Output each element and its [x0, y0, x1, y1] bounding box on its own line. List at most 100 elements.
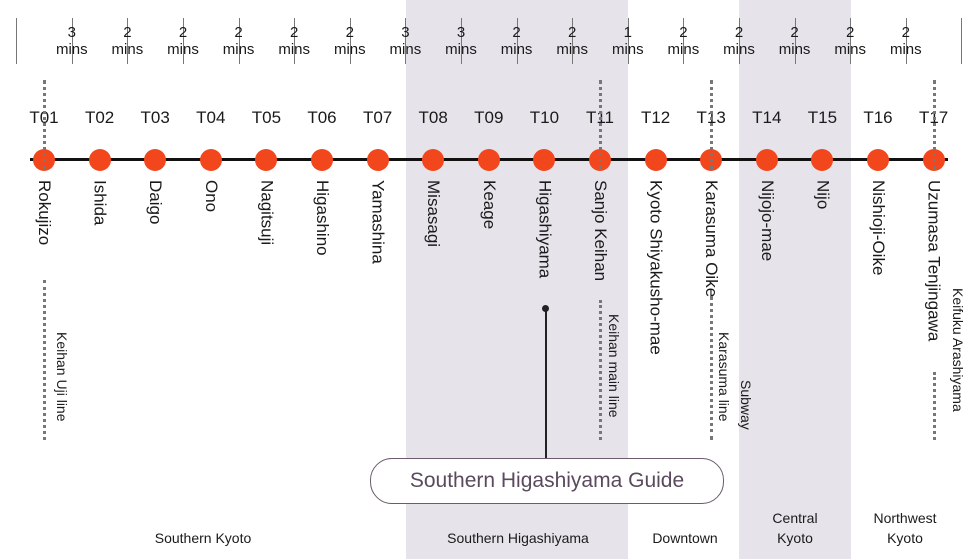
- station-name[interactable]: Karasuma Oike: [702, 180, 722, 298]
- connection-leader: [710, 80, 714, 170]
- travel-time: 2 mins: [212, 24, 266, 58]
- station-name[interactable]: Nagitsuji: [257, 180, 277, 246]
- station-dot[interactable]: [88, 149, 111, 171]
- station-name[interactable]: Nishioji-Oike: [869, 180, 888, 276]
- connection-leader: [932, 372, 936, 440]
- travel-time-unit: mins: [389, 41, 422, 58]
- segment-divider: [183, 18, 184, 64]
- travel-time-number: 3: [67, 24, 76, 41]
- travel-time-unit: mins: [500, 41, 533, 58]
- travel-time: 2 mins: [323, 24, 377, 58]
- station-name[interactable]: Ono: [201, 180, 221, 213]
- guide-connector-dot: [542, 305, 549, 312]
- station-code: T03: [140, 108, 170, 127]
- connection-leader: [599, 300, 602, 440]
- travel-time-number: 2: [512, 24, 521, 41]
- station-dot[interactable]: [867, 149, 889, 171]
- connecting-line-label: Subway: [738, 380, 754, 430]
- station-name[interactable]: Nijojo-mae: [757, 180, 777, 262]
- travel-time-number: 2: [679, 24, 688, 41]
- travel-time: 2 mins: [712, 24, 766, 58]
- station-dot[interactable]: [311, 149, 333, 171]
- travel-time-unit: mins: [222, 41, 255, 58]
- station-name[interactable]: Keage: [479, 180, 499, 230]
- station-name[interactable]: Misasagi: [424, 180, 444, 248]
- connecting-line-label: Karasuma line: [716, 332, 732, 422]
- area-label-line: Kyoto: [887, 530, 923, 546]
- connection-leader: [599, 80, 602, 170]
- station-dot[interactable]: [199, 149, 222, 171]
- station-code: T08: [418, 108, 448, 127]
- travel-time-unit: mins: [278, 41, 311, 58]
- station-name[interactable]: Sanjo Keihan: [591, 180, 610, 282]
- guide-connector-line: [545, 308, 547, 458]
- travel-time-number: 2: [178, 24, 188, 41]
- travel-time: 2 mins: [879, 24, 933, 58]
- travel-time-unit: mins: [723, 41, 755, 58]
- station-name[interactable]: Uzumasa Tenjingawa: [924, 180, 944, 342]
- travel-time-number: 3: [456, 24, 466, 41]
- travel-time-number: 2: [790, 24, 799, 41]
- travel-time-number: 2: [123, 24, 132, 41]
- station-name[interactable]: Higashiyama: [535, 180, 555, 279]
- travel-time: 1 mins: [601, 24, 655, 58]
- travel-time-number: 2: [345, 24, 354, 41]
- segment-divider: [905, 18, 907, 64]
- travel-time-number: 2: [234, 24, 243, 41]
- segment-divider: [572, 18, 574, 64]
- area-label: Southern Kyoto: [148, 528, 258, 548]
- travel-time-number: 2: [846, 24, 855, 41]
- travel-time-number: 2: [901, 24, 910, 41]
- station-dot[interactable]: [755, 149, 778, 171]
- travel-time: 2 mins: [656, 24, 710, 58]
- segment-divider: [850, 18, 852, 64]
- travel-time-unit: mins: [111, 41, 144, 58]
- travel-time-unit: mins: [611, 41, 644, 58]
- station-dot[interactable]: [144, 149, 167, 171]
- station-code: T05: [251, 108, 282, 127]
- connecting-line-label: Keifuku Arashiyama: [950, 288, 966, 412]
- connecting-line-label: Keihan Uji line: [54, 332, 70, 422]
- station-name[interactable]: Rokujizo: [35, 180, 54, 246]
- connection-leader: [710, 296, 714, 440]
- connection-leader: [43, 80, 46, 170]
- station-dot[interactable]: [477, 149, 500, 171]
- station-name[interactable]: Yamashina: [368, 180, 388, 264]
- station-name[interactable]: Nijo: [813, 180, 833, 210]
- travel-time: 2 mins: [545, 24, 599, 58]
- station-dot[interactable]: [644, 149, 667, 171]
- station-name[interactable]: Daigo: [146, 180, 166, 225]
- travel-time: 3 mins: [434, 24, 488, 58]
- station-name[interactable]: Ishida: [90, 180, 110, 226]
- station-dot[interactable]: [366, 149, 389, 171]
- area-label: Southern Higashiyama: [418, 528, 618, 548]
- travel-time: 2 mins: [490, 24, 544, 58]
- travel-time-unit: mins: [167, 41, 199, 58]
- station-dot[interactable]: [811, 149, 834, 171]
- segment-divider: [16, 18, 18, 64]
- area-label-line: Downtown: [652, 530, 718, 546]
- station-code: T04: [196, 108, 226, 127]
- area-band-central-kyoto: [739, 0, 851, 559]
- station-name[interactable]: Higashino: [313, 180, 332, 256]
- station-dot[interactable]: [422, 149, 445, 171]
- station-dot[interactable]: [533, 149, 556, 171]
- station-name[interactable]: Kyoto Shiyakusho-mae: [646, 180, 666, 355]
- station-dot[interactable]: [255, 149, 278, 171]
- segment-divider: [961, 18, 963, 64]
- travel-time-unit: mins: [834, 41, 867, 58]
- southern-higashiyama-guide-button[interactable]: Southern Higashiyama Guide: [370, 458, 724, 504]
- area-label-line: Southern Kyoto: [154, 530, 252, 546]
- connecting-line-label: Keihan main line: [606, 314, 622, 418]
- travel-time-number: 3: [401, 24, 410, 41]
- area-label: Downtown: [640, 528, 730, 548]
- travel-time-number: 2: [290, 24, 299, 41]
- station-code: T15: [807, 108, 838, 127]
- station-code: T14: [752, 108, 782, 127]
- area-label: Central Kyoto: [750, 508, 840, 548]
- travel-time-number: 2: [568, 24, 577, 41]
- travel-time: 3 mins: [45, 24, 99, 58]
- travel-time: 2 mins: [156, 24, 210, 58]
- segment-divider: [794, 18, 796, 64]
- station-code: T10: [529, 108, 560, 127]
